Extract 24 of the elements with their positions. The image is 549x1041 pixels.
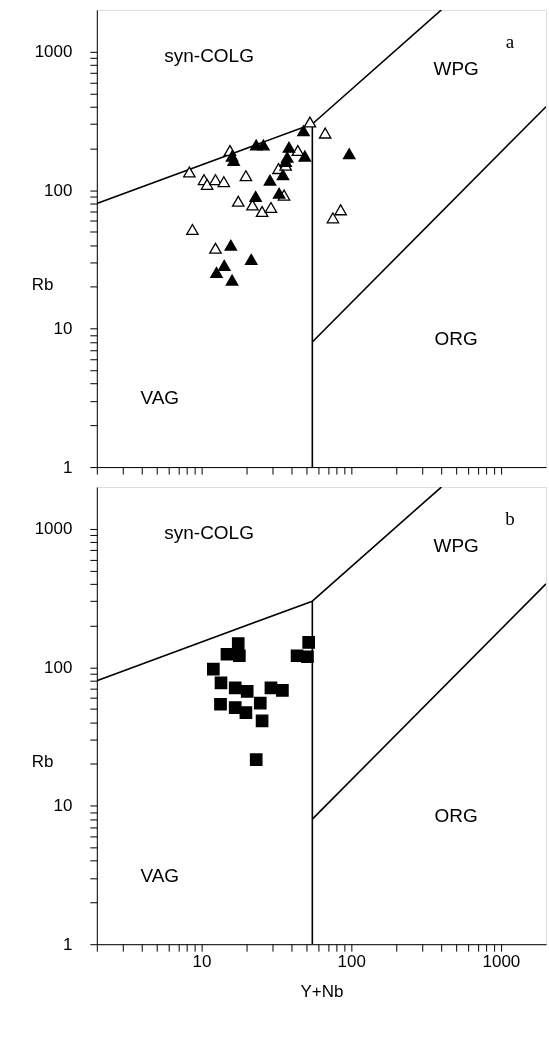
x-tick-label: 1000	[482, 951, 521, 971]
x-tick-label: 10	[192, 951, 212, 971]
y-tick-label: 100	[44, 657, 73, 677]
y-tick-label: 10	[53, 796, 73, 816]
y-axis-title: Rb	[31, 274, 54, 294]
x-tick-label: 100	[337, 951, 366, 971]
annotation: WPG	[433, 535, 479, 557]
annotation: b	[505, 508, 515, 530]
annotation: ORG	[434, 805, 478, 827]
y-tick-label: 1000	[34, 519, 73, 539]
y-tick-label: 100	[44, 180, 73, 200]
annotation: syn-COLG	[164, 521, 254, 543]
y-tick-label: 1	[62, 457, 73, 477]
x-axis-title: Y+Nb	[300, 981, 344, 1001]
annotation: syn-COLG	[164, 44, 254, 66]
annotation: VAG	[140, 387, 180, 409]
annotation: ORG	[434, 328, 478, 350]
y-axis-title: Rb	[31, 751, 54, 771]
annotation: VAG	[140, 864, 180, 886]
annotation: a	[505, 30, 515, 52]
y-tick-label: 10	[53, 319, 73, 339]
y-tick-label: 1000	[34, 42, 73, 62]
y-tick-label: 1	[62, 934, 73, 954]
annotation: WPG	[433, 58, 479, 80]
